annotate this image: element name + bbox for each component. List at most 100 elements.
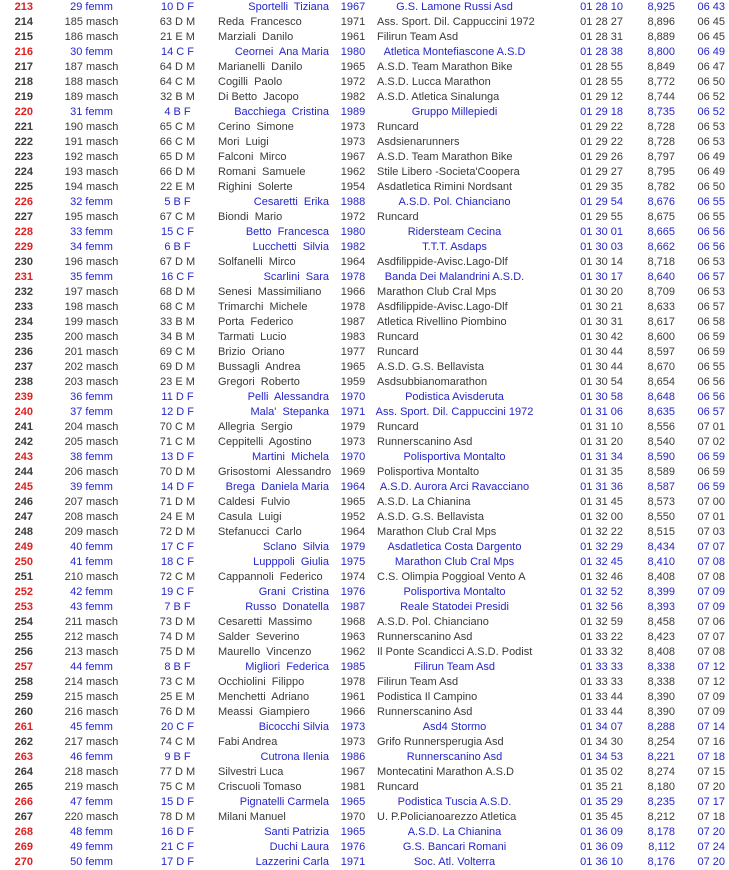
athlete-name-cell: Biondi Mario [218, 211, 283, 223]
result-row: 228 33 femm 15 C F Betto Francesca 1980 Rider… [0, 225, 729, 240]
result-row: 266 47 femm 15 D F Pignatelli Carmela 1965 Po… [0, 795, 729, 810]
team-cell: Filirun Team Asd [377, 31, 459, 43]
category-cell: 78 D M [159, 811, 196, 823]
position-cell: 256 [14, 646, 33, 658]
points-cell: 8,800 [647, 46, 675, 58]
pace-cell: 06 52 [697, 91, 725, 103]
result-row: 234 199 masch 33 B M Porta Federico 1987 Atle… [0, 315, 729, 330]
pace-cell: 06 56 [697, 241, 725, 253]
finish-time-cell: 01 31 20 [580, 436, 623, 448]
category-cell: 14 C F [160, 46, 194, 58]
finish-time-cell: 01 33 32 [580, 646, 623, 658]
result-row: 222 191 masch 66 C M Mori Luigi 1973 Asdsiena… [0, 135, 729, 150]
category-cell: 16 D F [160, 826, 194, 838]
gender-position-cell: 35 femm [70, 271, 113, 283]
pace-cell: 06 59 [697, 451, 725, 463]
pace-cell: 07 06 [697, 616, 725, 628]
athlete-name-cell: Milani Manuel [218, 811, 286, 823]
points-cell: 8,399 [647, 586, 675, 598]
gender-position-cell: 212 masch [64, 631, 119, 643]
category-cell: 68 C M [159, 301, 196, 313]
birth-year-cell: 1952 [340, 511, 366, 523]
points-cell: 8,889 [647, 31, 675, 43]
points-cell: 8,550 [647, 511, 675, 523]
finish-time-cell: 01 30 42 [580, 331, 623, 343]
gender-position-cell: 215 masch [64, 691, 119, 703]
gender-position-cell: 46 femm [70, 751, 113, 763]
athlete-name-cell: Meassi Giampiero [218, 706, 310, 718]
birth-year-cell: 1962 [340, 646, 366, 658]
result-row: 236 201 masch 69 C M Brizio Oriano 1977 Runca… [0, 345, 729, 360]
category-cell: 32 B M [160, 91, 195, 103]
points-cell: 8,925 [647, 1, 675, 13]
athlete-name-cell: Mala' Stepanka [250, 406, 329, 418]
position-cell: 260 [14, 706, 33, 718]
finish-time-cell: 01 28 55 [580, 61, 623, 73]
points-cell: 8,288 [647, 721, 675, 733]
birth-year-cell: 1971 [340, 406, 366, 418]
points-cell: 8,675 [647, 211, 675, 223]
team-cell: Stile Libero -Societa'Coopera [377, 166, 520, 178]
athlete-name-cell: Cogilli Paolo [218, 76, 283, 88]
result-row: 245 39 femm 14 D F Brega Daniela Maria 1964 A… [0, 480, 729, 495]
result-row: 269 49 femm 21 C F Duchi Laura 1976 G.S. Banc… [0, 840, 729, 855]
position-cell: 220 [14, 106, 33, 118]
athlete-name-cell: Bacchiega Cristina [234, 106, 329, 118]
category-cell: 23 E M [160, 376, 195, 388]
team-cell: Runcard [377, 121, 419, 133]
team-cell: A.S.D. Lucca Marathon [377, 76, 491, 88]
gender-position-cell: 217 masch [64, 736, 119, 748]
points-cell: 8,274 [647, 766, 675, 778]
position-cell: 248 [14, 526, 33, 538]
result-row: 257 44 femm 8 B F Migliori Federica 1985 Fili… [0, 660, 729, 675]
finish-time-cell: 01 28 27 [580, 16, 623, 28]
pace-cell: 06 53 [697, 256, 725, 268]
category-cell: 12 D F [160, 406, 194, 418]
athlete-name-cell: Gregori Roberto [218, 376, 300, 388]
position-cell: 225 [14, 181, 33, 193]
pace-cell: 07 17 [697, 796, 725, 808]
finish-time-cell: 01 35 29 [580, 796, 623, 808]
athlete-name-cell: Silvestri Luca [218, 766, 284, 778]
pace-cell: 07 20 [697, 856, 725, 868]
category-cell: 66 D M [159, 166, 196, 178]
gender-position-cell: 36 femm [70, 391, 113, 403]
position-cell: 218 [14, 76, 33, 88]
gender-position-cell: 214 masch [64, 676, 119, 688]
pace-cell: 06 56 [697, 226, 725, 238]
category-cell: 18 C F [160, 556, 194, 568]
team-cell: Podistica Il Campino [377, 691, 478, 703]
finish-time-cell: 01 35 02 [580, 766, 623, 778]
pace-cell: 06 50 [697, 181, 725, 193]
gender-position-cell: 34 femm [70, 241, 113, 253]
team-cell: Filirun Team Asd [413, 661, 496, 673]
pace-cell: 07 08 [697, 556, 725, 568]
points-cell: 8,390 [647, 691, 675, 703]
category-cell: 6 B F [164, 241, 191, 253]
position-cell: 250 [14, 556, 33, 568]
points-cell: 8,654 [647, 376, 675, 388]
result-row: 217 187 masch 64 D M Marianelli Danilo 1965 A… [0, 60, 729, 75]
points-cell: 8,795 [647, 166, 675, 178]
athlete-name-cell: Sclano Silvia [262, 541, 329, 553]
result-row: 223 192 masch 65 D M Falconi Mirco 1967 A.S.D… [0, 150, 729, 165]
team-cell: A.S.D. G.S. Bellavista [377, 361, 484, 373]
gender-position-cell: 216 masch [64, 706, 119, 718]
points-cell: 8,458 [647, 616, 675, 628]
result-row: 247 208 masch 24 E M Casula Luigi 1952 A.S.D.… [0, 510, 729, 525]
team-cell: Runcard [377, 781, 419, 793]
gender-position-cell: 202 masch [64, 361, 119, 373]
athlete-name-cell: Martini Michela [251, 451, 329, 463]
pace-cell: 07 00 [697, 496, 725, 508]
result-row: 260 216 masch 76 D M Meassi Giampiero 1966 Ru… [0, 705, 729, 720]
athlete-name-cell: Lucchetti Silvia [252, 241, 329, 253]
finish-time-cell: 01 29 54 [580, 196, 623, 208]
result-row: 231 35 femm 16 C F Scarlini Sara 1978 Banda D… [0, 270, 729, 285]
gender-position-cell: 210 masch [64, 571, 119, 583]
category-cell: 9 B F [164, 751, 191, 763]
pace-cell: 06 56 [697, 376, 725, 388]
result-row: 268 48 femm 16 D F Santi Patrizia 1965 A.S.D.… [0, 825, 729, 840]
result-row: 220 31 femm 4 B F Bacchiega Cristina 1989 Gru… [0, 105, 729, 120]
position-cell: 254 [14, 616, 33, 628]
finish-time-cell: 01 31 06 [580, 406, 623, 418]
